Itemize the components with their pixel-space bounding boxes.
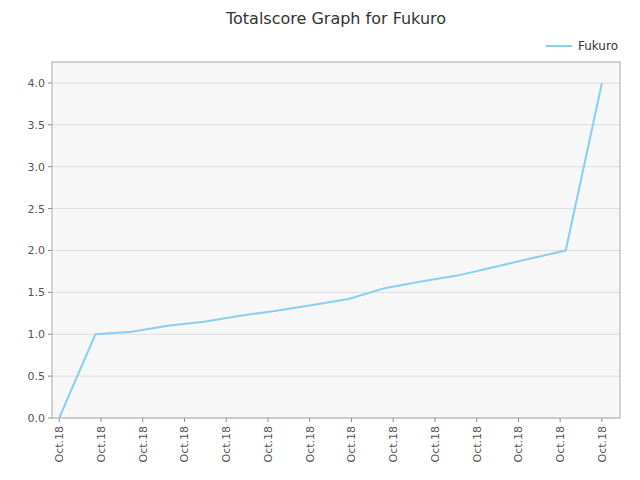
tick-label: Oct.18 <box>220 426 233 463</box>
tick-label: 2.0 <box>28 244 46 257</box>
tick-mark <box>48 376 52 377</box>
tick-label: Oct.18 <box>137 426 150 463</box>
tick-mark <box>48 418 52 419</box>
tick-label: Oct.18 <box>429 426 442 463</box>
tick-mark <box>48 208 52 209</box>
tick-label: 0.5 <box>28 370 46 383</box>
y-tick-labels: 0.0 0.5 1.0 1.5 2.0 2.5 3.0 3.5 4.0 <box>28 77 53 425</box>
chart-svg: 0.00.51.01.52.02.53.03.54.0Oct.18Oct.18O… <box>0 0 640 480</box>
tick-label: Oct.18 <box>471 426 484 463</box>
tick-mark <box>309 418 310 422</box>
chart-container: 0.00.51.01.52.02.53.03.54.0Oct.18Oct.18O… <box>0 0 640 480</box>
tick-label: 1.5 <box>28 286 46 299</box>
series-line <box>59 83 602 418</box>
tick-mark <box>59 418 60 422</box>
data-group <box>59 83 602 418</box>
tick-label: Oct.18 <box>387 426 400 463</box>
legend-label: Fukuro <box>578 39 618 53</box>
tick-mark <box>393 418 394 422</box>
legend: Fukuro <box>546 39 618 53</box>
tick-label: Oct.18 <box>596 426 609 463</box>
chart-title: Totalscore Graph for Fukuro <box>225 9 446 28</box>
plot-background <box>52 62 620 418</box>
grid-line <box>52 82 620 83</box>
grid-line <box>52 376 620 377</box>
tick-label: Oct.18 <box>554 426 567 463</box>
tick-label: Oct.18 <box>95 426 108 463</box>
grid-line <box>52 250 620 251</box>
grid-line <box>52 292 620 293</box>
tick-mark <box>267 418 268 422</box>
tick-mark <box>48 334 52 335</box>
tick-mark <box>226 418 227 422</box>
grid-line <box>52 124 620 125</box>
tick-mark <box>48 124 52 125</box>
tick-mark <box>48 82 52 83</box>
tick-mark <box>48 292 52 293</box>
tick-label: 0.0 <box>28 412 46 425</box>
tick-mark <box>48 250 52 251</box>
tick-label: Oct.18 <box>53 426 66 463</box>
legend-swatch <box>546 45 572 47</box>
tick-label: Oct.18 <box>178 426 191 463</box>
tick-mark <box>601 418 602 422</box>
tick-mark <box>476 418 477 422</box>
tick-mark <box>100 418 101 422</box>
tick-label: 4.0 <box>28 77 46 90</box>
grid-line <box>52 334 620 335</box>
tick-label: Oct.18 <box>304 426 317 463</box>
tick-label: 2.5 <box>28 203 46 216</box>
tick-mark <box>560 418 561 422</box>
tick-label: Oct.18 <box>345 426 358 463</box>
tick-label: 3.5 <box>28 119 46 132</box>
tick-mark <box>48 166 52 167</box>
y-grid <box>52 83 620 418</box>
tick-label: Oct.18 <box>262 426 275 463</box>
tick-mark <box>184 418 185 422</box>
tick-label: 3.0 <box>28 161 46 174</box>
tick-label: 1.0 <box>28 328 46 341</box>
plot-frame <box>52 62 620 418</box>
tick-mark <box>518 418 519 422</box>
grid-line <box>52 208 620 209</box>
tick-mark <box>142 418 143 422</box>
grid-line <box>52 166 620 167</box>
tick-mark <box>351 418 352 422</box>
tick-label: Oct.18 <box>512 426 525 463</box>
tick-mark <box>434 418 435 422</box>
x-tick-labels: Oct.18 Oct.18 Oct.18 Oct.18 Oct.18 Oct.18 Oct.… <box>53 418 609 463</box>
